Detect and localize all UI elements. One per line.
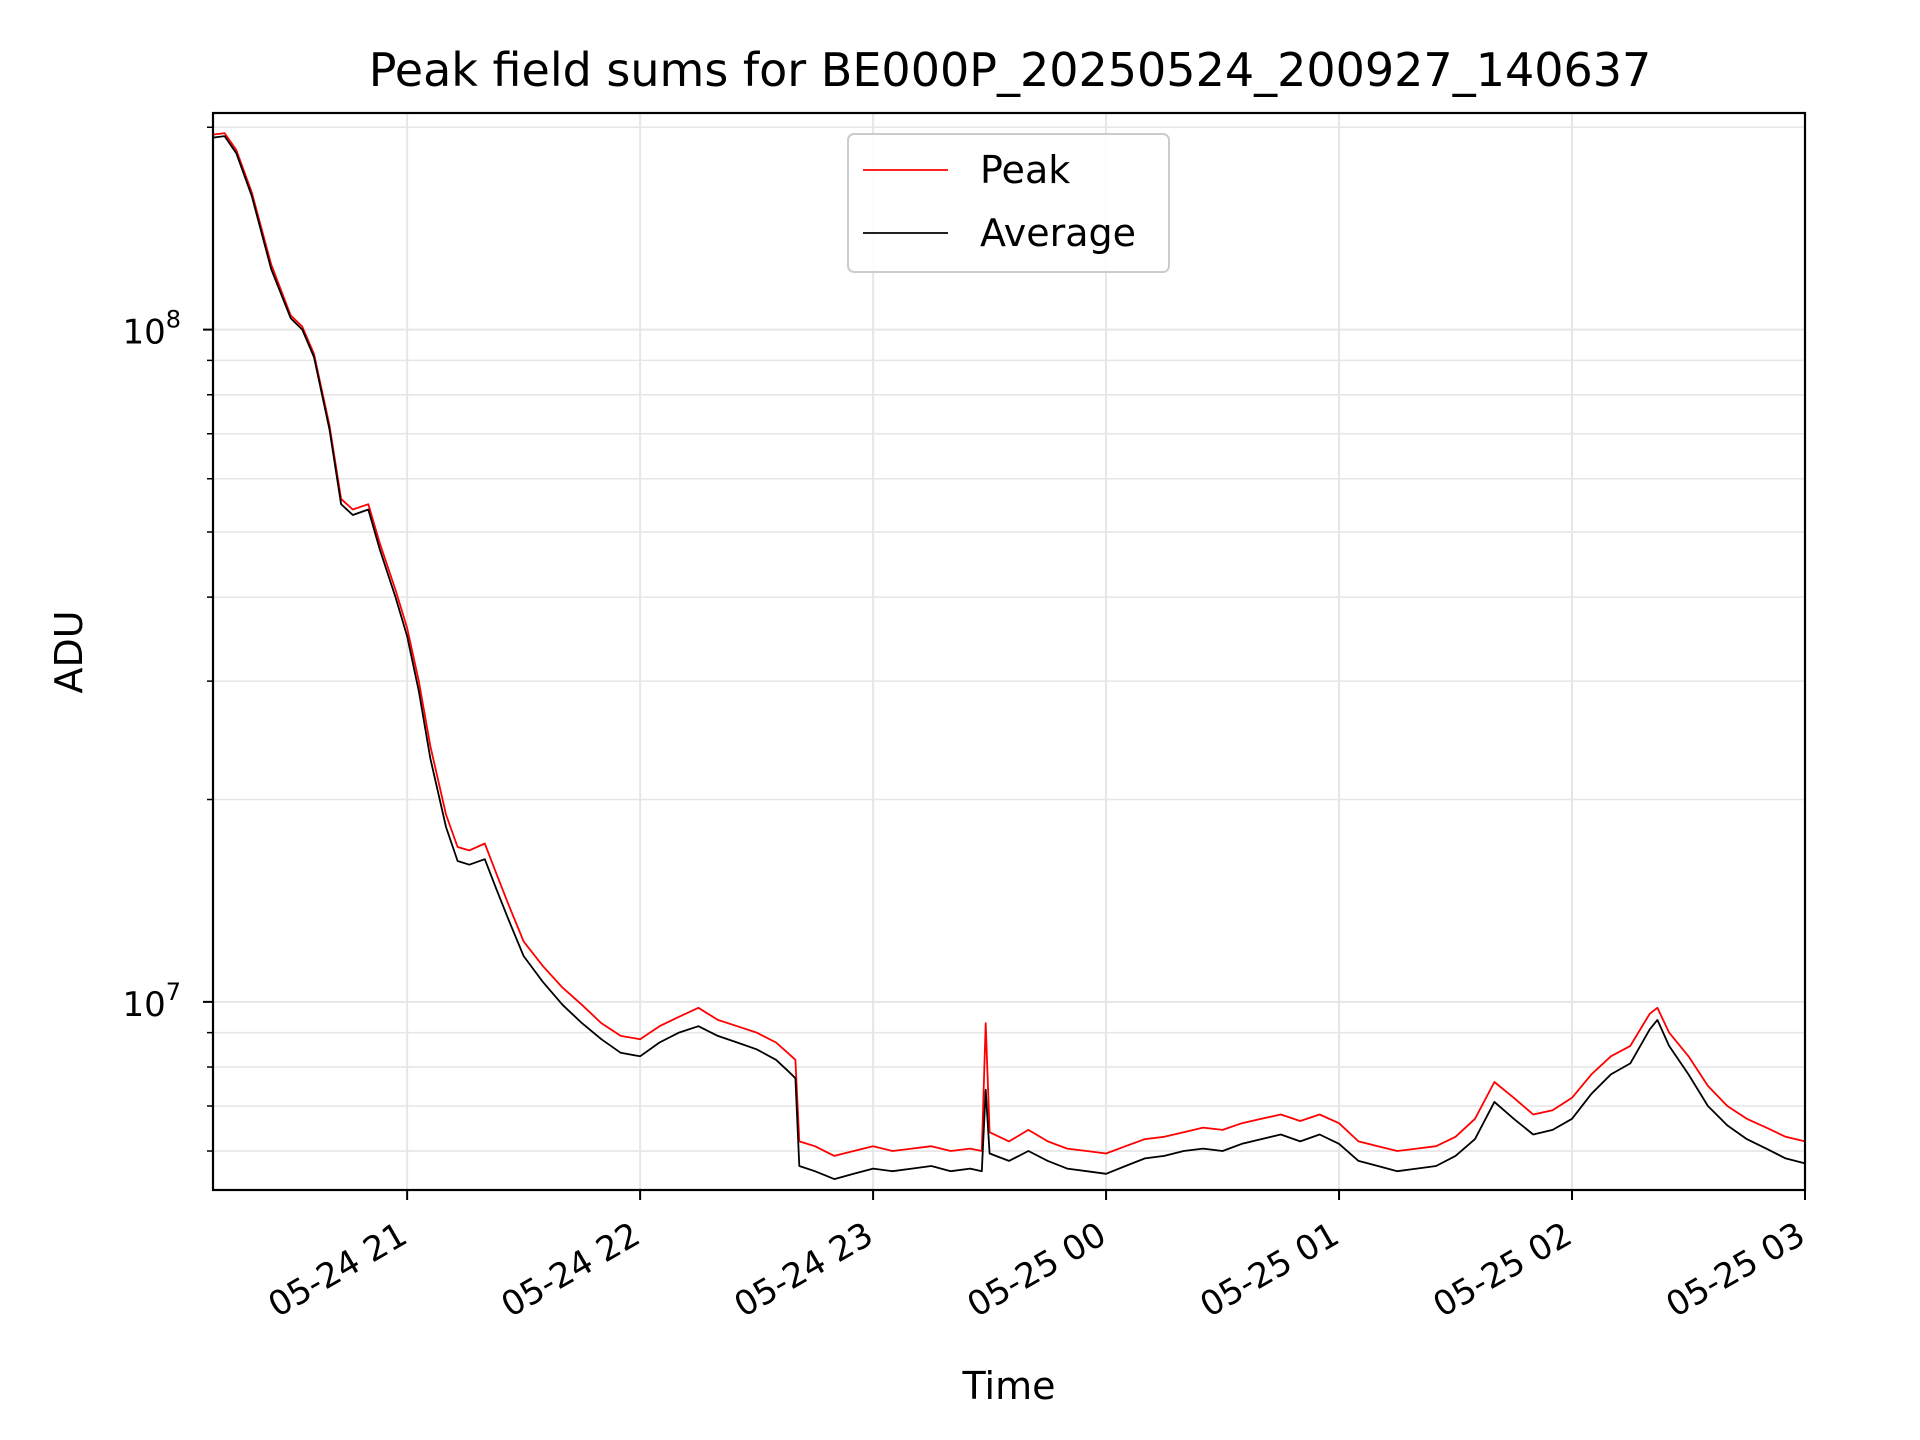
grid	[213, 113, 1806, 1190]
series-line-average	[212, 135, 1806, 1180]
chart-title: Peak field sums for BE000P_20250524_2009…	[369, 43, 1652, 97]
legend-box	[847, 133, 1170, 273]
legend: Peak Average	[847, 133, 1170, 273]
legend-label-average: Average	[980, 211, 1136, 255]
y-axis-label: ADU	[47, 610, 91, 693]
y-tick-label: 108	[122, 306, 181, 353]
y-axis-ticks: 107 108	[122, 126, 213, 1152]
y-tick-label: 107	[122, 978, 181, 1025]
plot-area	[212, 132, 1806, 1180]
x-axis-label: Time	[962, 1364, 1056, 1408]
series-line-peak	[212, 132, 1806, 1157]
legend-label-peak: Peak	[980, 148, 1070, 192]
plot-frame	[211, 111, 1807, 1192]
